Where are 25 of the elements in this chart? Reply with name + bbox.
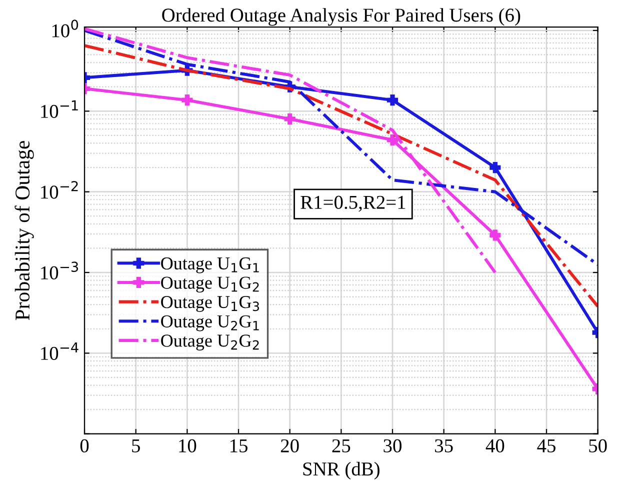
annotation: R1=0.5,R2=1 xyxy=(300,196,406,212)
y-tick-label: 10$^{−4}$ xyxy=(41,342,78,360)
y-tick-label: 10$^{−1}$ xyxy=(41,100,78,118)
x-tick-label: 25 xyxy=(332,439,350,452)
x-tick-label: 50 xyxy=(589,439,607,452)
y-axis-title: Probability of Outage xyxy=(14,140,34,320)
x-tick-label: 40 xyxy=(486,439,504,452)
x-axis-title: SNR (dB) xyxy=(303,462,380,480)
x-tick-label: 35 xyxy=(435,439,453,452)
y-tick-label: 10$^{0}$ xyxy=(52,20,78,38)
y-tick-label: 10$^{−3}$ xyxy=(41,262,78,280)
chart-title: Ordered Outage Analysis For Paired Users (6) xyxy=(162,8,520,26)
legend-label: Outage U$_{1}$G$_{2}$ xyxy=(161,276,259,293)
x-tick-label: 30 xyxy=(384,439,402,452)
x-tick-label: 45 xyxy=(537,439,556,452)
y-tick-label: 10$^{−2}$ xyxy=(41,180,78,199)
legend-label: Outage U$_{2}$G$_{1}$ xyxy=(161,315,259,332)
x-tick-label: 10 xyxy=(179,439,196,452)
legend-label: Outage U$_{2}$G$_{2}$ xyxy=(161,334,259,351)
legend-label: Outage U$_{1}$G$_{3}$ xyxy=(161,296,259,312)
x-tick-label: 20 xyxy=(280,439,299,452)
x-tick-label: 5 xyxy=(132,439,140,452)
x-tick-label: 15 xyxy=(230,439,248,452)
legend-label: Outage U$_{1}$G$_{1}$ xyxy=(161,257,259,274)
x-tick-label: 0 xyxy=(80,439,89,452)
